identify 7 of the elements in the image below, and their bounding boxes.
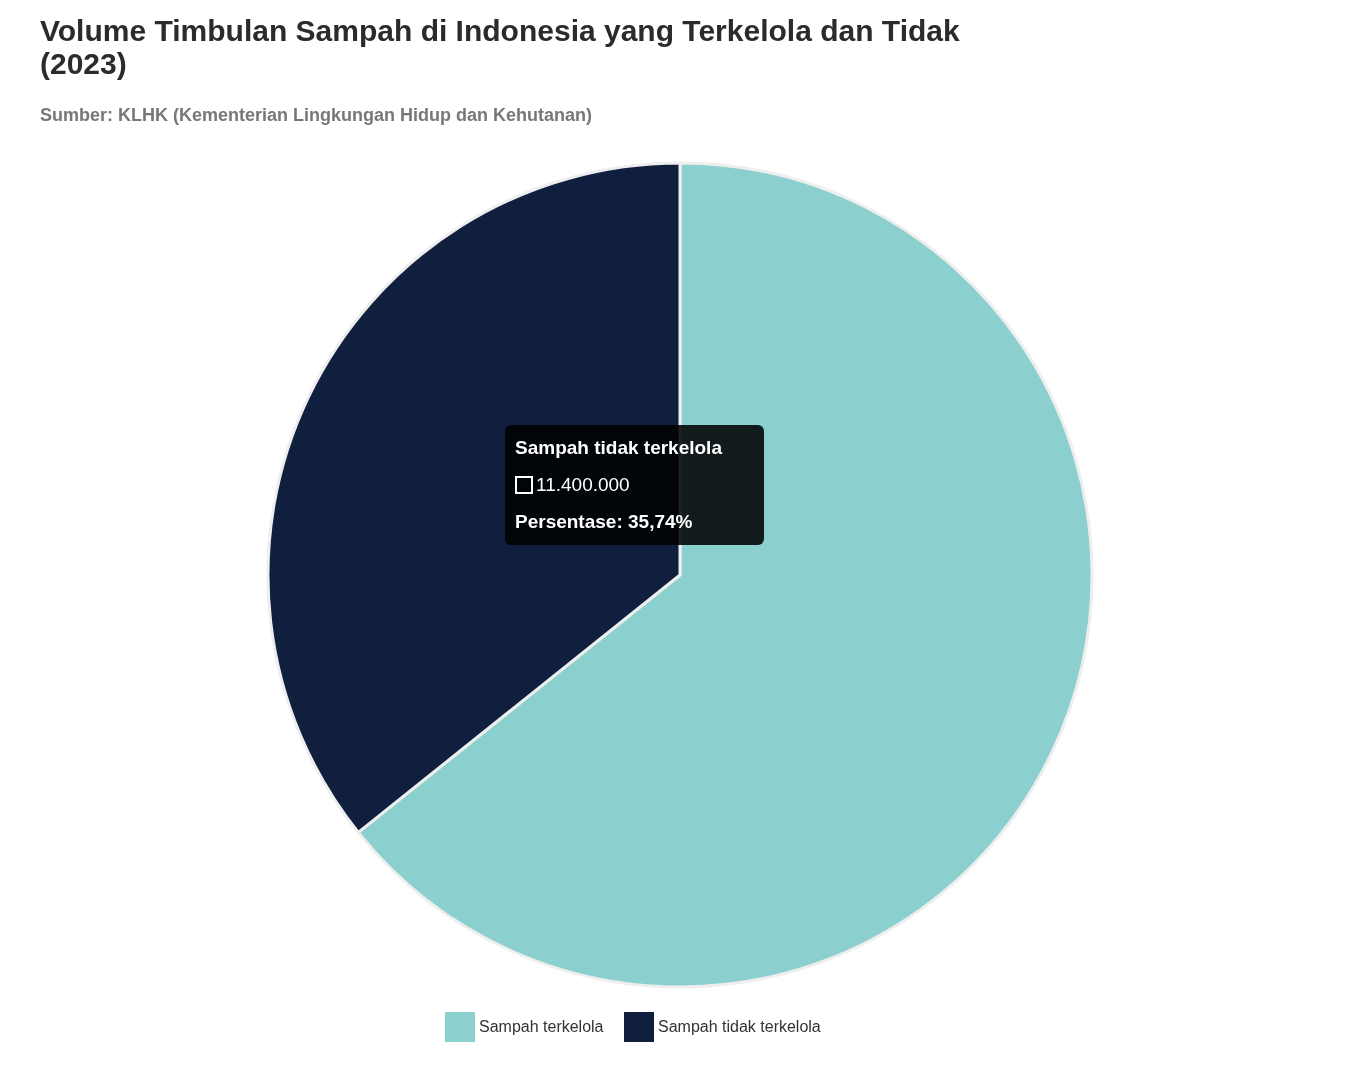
- chart-title: Volume Timbulan Sampah di Indonesia yang Terkelola dan Tidak (2023): [40, 14, 961, 80]
- chart-subtitle: Sumber: KLHK (Kementerian Lingkungan Hidup dan Kehutanan): [40, 105, 593, 126]
- legend-label: Sampah terkelola: [479, 1018, 604, 1035]
- text: Persentase: 35,74%: [515, 510, 694, 534]
- text: 11.400.000: [535, 473, 631, 497]
- text: Sampah tidak terkelola: [515, 436, 723, 460]
- legend-label: Sampah tidak terkelola: [658, 1018, 821, 1035]
